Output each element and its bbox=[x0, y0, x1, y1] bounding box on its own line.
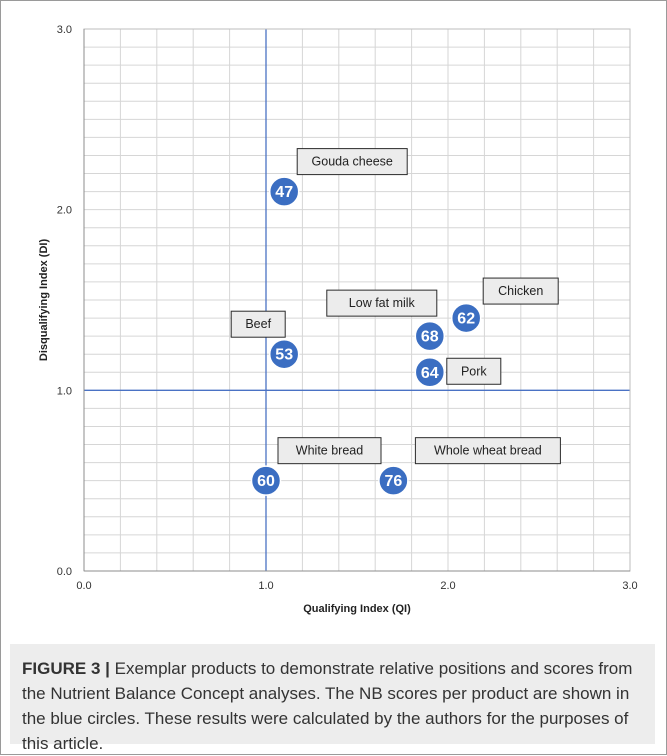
data-point: Beef 53 bbox=[230, 310, 300, 370]
point-label-box bbox=[414, 437, 561, 465]
y-tick-label: 3.0 bbox=[57, 24, 72, 36]
figure-caption: FIGURE 3 | Exemplar products to demonstr… bbox=[10, 644, 655, 753]
y-axis-title: Disqualifying Index (DI) bbox=[38, 239, 50, 362]
data-points: Gouda cheese 47 Beef 53 Low fat milk 68 Chicke… bbox=[230, 148, 561, 496]
point-label: Gouda cheese bbox=[312, 155, 393, 169]
point-score: 47 bbox=[275, 184, 293, 201]
x-tick-label: 1.0 bbox=[258, 580, 273, 592]
point-label: White bread bbox=[296, 444, 363, 458]
point-label: Low fat milk bbox=[349, 296, 416, 310]
point-label-box bbox=[230, 310, 286, 338]
point-marker bbox=[378, 465, 409, 496]
point-marker bbox=[414, 357, 446, 388]
caption-label: FIGURE 3 | bbox=[22, 659, 110, 678]
point-label-box bbox=[326, 289, 438, 317]
tick-labels: 0.0 1.0 2.0 3.0 0.0 1.0 2.0 3.0 bbox=[57, 24, 638, 592]
x-axis-title: Qualifying Index (QI) bbox=[303, 603, 411, 615]
point-label: Whole wheat bread bbox=[434, 444, 542, 458]
point-marker bbox=[414, 320, 446, 352]
x-tick-label: 3.0 bbox=[622, 580, 637, 592]
point-score: 53 bbox=[275, 347, 293, 364]
x-tick-label: 0.0 bbox=[76, 580, 91, 592]
point-marker bbox=[450, 302, 482, 334]
point-score: 62 bbox=[457, 311, 475, 328]
scatter-chart: 0.0 1.0 2.0 3.0 0.0 1.0 2.0 3.0 Qualifying Inde… bbox=[38, 24, 638, 615]
x-tick-label: 2.0 bbox=[440, 580, 455, 592]
y-tick-label: 0.0 bbox=[57, 566, 72, 578]
caption-text: Exemplar products to demonstrate relativ… bbox=[22, 659, 633, 753]
point-label-box bbox=[296, 148, 408, 176]
point-label-box bbox=[277, 437, 382, 465]
point-label: Chicken bbox=[498, 284, 543, 298]
point-score: 68 bbox=[421, 329, 439, 346]
point-score: 64 bbox=[421, 365, 439, 382]
data-point: Gouda cheese 47 bbox=[268, 148, 408, 207]
point-score: 76 bbox=[385, 473, 403, 490]
data-point: Whole wheat bread 76 bbox=[378, 437, 561, 496]
point-label-box bbox=[446, 357, 502, 385]
point-label: Pork bbox=[461, 364, 487, 378]
data-point: White bread 60 bbox=[250, 437, 382, 496]
y-tick-label: 1.0 bbox=[57, 385, 72, 397]
data-point: Pork 64 bbox=[414, 357, 502, 388]
data-point: Chicken 62 bbox=[450, 277, 559, 334]
point-label-box bbox=[482, 277, 559, 305]
point-score: 60 bbox=[257, 473, 275, 490]
point-marker bbox=[250, 465, 282, 496]
point-label: Beef bbox=[245, 317, 271, 331]
point-marker bbox=[268, 176, 300, 207]
point-marker bbox=[268, 338, 300, 370]
chart-axes bbox=[83, 28, 631, 572]
data-point: Low fat milk 68 bbox=[326, 289, 446, 352]
y-tick-label: 2.0 bbox=[57, 205, 72, 217]
